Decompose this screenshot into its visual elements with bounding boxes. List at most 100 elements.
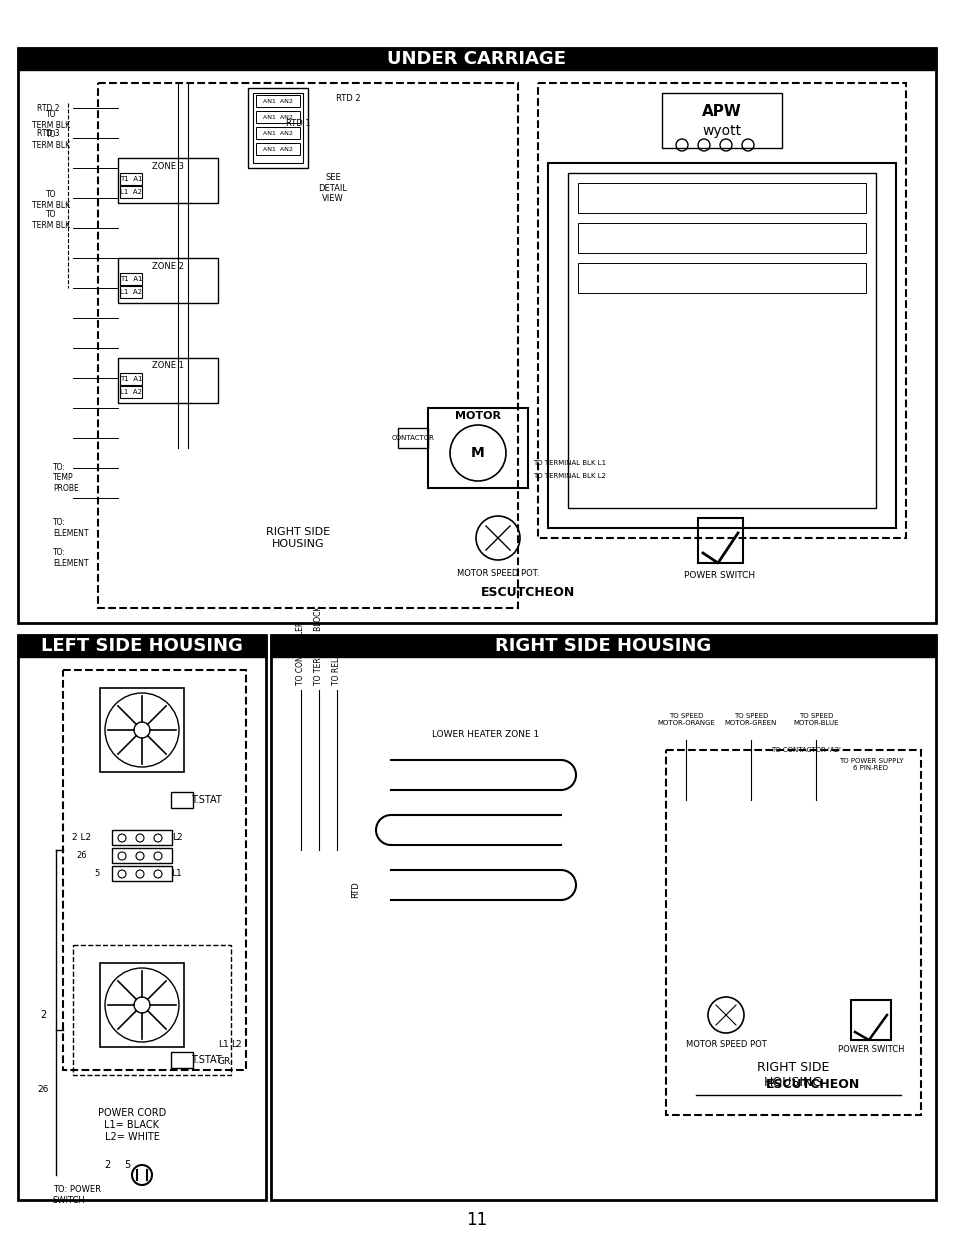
Text: L1  A2: L1 A2 (120, 189, 142, 195)
Bar (248, 88, 308, 168)
Bar (118, 158, 218, 203)
Text: 26: 26 (76, 851, 88, 861)
Bar (698, 517, 742, 563)
Bar (537, 83, 905, 538)
Text: TO
TERM BLK: TO TERM BLK (31, 110, 70, 130)
Text: TO TERMINAL BLK L1: TO TERMINAL BLK L1 (533, 459, 605, 466)
Text: ZONE 3: ZONE 3 (152, 162, 184, 170)
Text: RTD 2: RTD 2 (37, 104, 59, 112)
Text: 2: 2 (40, 1010, 46, 1020)
Text: L2: L2 (172, 834, 182, 842)
Bar (120, 373, 142, 385)
Text: TO SPEED
MOTOR-ORANGE: TO SPEED MOTOR-ORANGE (657, 714, 714, 726)
Text: L1  A2: L1 A2 (120, 289, 142, 295)
Text: MOTOR SPEED POT.: MOTOR SPEED POT. (456, 568, 538, 578)
Text: TO
TERM BLK: TO TERM BLK (31, 190, 70, 210)
Bar (112, 830, 172, 845)
Text: POWER SWITCH: POWER SWITCH (837, 1046, 903, 1055)
Bar (118, 258, 218, 303)
Bar (578, 263, 865, 293)
Text: L1: L1 (172, 869, 182, 878)
Bar (578, 224, 865, 253)
Text: T1  A1: T1 A1 (120, 375, 142, 382)
Text: 2: 2 (104, 1160, 110, 1170)
Text: LEFT SIDE HOUSING: LEFT SIDE HOUSING (41, 637, 243, 655)
Text: RTD 1: RTD 1 (285, 119, 310, 127)
Text: TO:
TEMP
PROBE: TO: TEMP PROBE (53, 463, 79, 493)
Text: AN1  AN2: AN1 AN2 (263, 115, 293, 120)
Bar (18, 635, 266, 657)
Text: T.STAT: T.STAT (191, 1055, 221, 1065)
Text: 26: 26 (37, 1086, 49, 1094)
Text: TO SPEED
MOTOR-BLUE: TO SPEED MOTOR-BLUE (792, 714, 838, 726)
Bar (171, 1052, 193, 1068)
Text: RTD 3: RTD 3 (36, 128, 59, 137)
Text: RIGHT SIDE HOUSING: RIGHT SIDE HOUSING (495, 637, 711, 655)
Bar (171, 792, 193, 808)
Text: TO TERMINAL BLK L2: TO TERMINAL BLK L2 (533, 473, 605, 479)
Text: ZONE 2: ZONE 2 (152, 262, 184, 270)
Bar (18, 48, 935, 622)
Text: wyott: wyott (701, 124, 740, 138)
Text: LOWER HEATER ZONE 1: LOWER HEATER ZONE 1 (432, 730, 539, 740)
Bar (661, 93, 781, 148)
Text: APW: APW (701, 104, 741, 119)
Bar (255, 127, 299, 140)
Text: T.STAT: T.STAT (191, 795, 221, 805)
Text: RTD 2: RTD 2 (335, 94, 360, 103)
Bar (63, 671, 246, 1070)
Text: RIGHT SIDE
HOUSING: RIGHT SIDE HOUSING (756, 1061, 828, 1089)
Bar (120, 387, 142, 398)
Text: TO
TERM BLK: TO TERM BLK (31, 210, 70, 230)
Text: SEE
DETAIL
VIEW: SEE DETAIL VIEW (318, 173, 347, 203)
Text: AN1  AN2: AN1 AN2 (263, 99, 293, 104)
Bar (428, 408, 527, 488)
Text: T1  A1: T1 A1 (120, 275, 142, 282)
Text: M: M (471, 446, 484, 459)
Text: TO: POWER
SWITCH: TO: POWER SWITCH (53, 1186, 101, 1204)
Text: POWER CORD
L1= BLACK
L2= WHITE: POWER CORD L1= BLACK L2= WHITE (98, 1108, 166, 1141)
Bar (850, 1000, 890, 1040)
Bar (271, 635, 935, 657)
Text: MOTOR: MOTOR (455, 411, 500, 421)
Text: TO CONTACTOR 'A2': TO CONTACTOR 'A2' (770, 747, 840, 753)
Text: AN1  AN2: AN1 AN2 (263, 147, 293, 152)
Bar (253, 93, 303, 163)
Text: 5: 5 (124, 1160, 130, 1170)
Text: UNDER CARRIAGE: UNDER CARRIAGE (387, 49, 566, 68)
Text: RIGHT SIDE
HOUSING: RIGHT SIDE HOUSING (266, 527, 330, 548)
Text: GR: GR (217, 1057, 231, 1067)
Bar (100, 688, 184, 772)
Bar (255, 95, 299, 107)
Bar (578, 183, 865, 212)
Text: ESCUTCHEON: ESCUTCHEON (480, 587, 575, 599)
Text: TO
TERM BLK: TO TERM BLK (31, 131, 70, 149)
Bar (18, 48, 935, 70)
Bar (98, 83, 517, 608)
Text: L1: L1 (218, 1041, 229, 1050)
Bar (120, 287, 142, 298)
Bar (665, 750, 920, 1115)
Text: TO CONTROLLER: TO CONTROLLER (296, 621, 305, 685)
Bar (112, 866, 172, 881)
Bar (120, 273, 142, 285)
Bar (112, 848, 172, 863)
Bar (118, 358, 218, 403)
Text: ZONE 1: ZONE 1 (152, 362, 184, 370)
Bar (120, 186, 142, 198)
Text: AN1  AN2: AN1 AN2 (263, 131, 293, 136)
Text: ESCUTCHEON: ESCUTCHEON (765, 1078, 860, 1092)
Bar (255, 111, 299, 124)
Text: T1  A1: T1 A1 (120, 177, 142, 182)
Text: CONTACTOR: CONTACTOR (391, 435, 434, 441)
Text: POWER SWITCH: POWER SWITCH (683, 572, 755, 580)
Text: 5: 5 (94, 869, 99, 878)
Text: TO TERMINAL BLOCK: TO TERMINAL BLOCK (314, 605, 323, 685)
Text: L2: L2 (231, 1041, 241, 1050)
Text: TO SPEED
MOTOR-GREEN: TO SPEED MOTOR-GREEN (724, 714, 777, 726)
Text: L1  A2: L1 A2 (120, 389, 142, 395)
Bar (271, 635, 935, 1200)
Bar (120, 173, 142, 185)
Bar (255, 143, 299, 156)
Text: MOTOR SPEED POT: MOTOR SPEED POT (685, 1041, 765, 1050)
